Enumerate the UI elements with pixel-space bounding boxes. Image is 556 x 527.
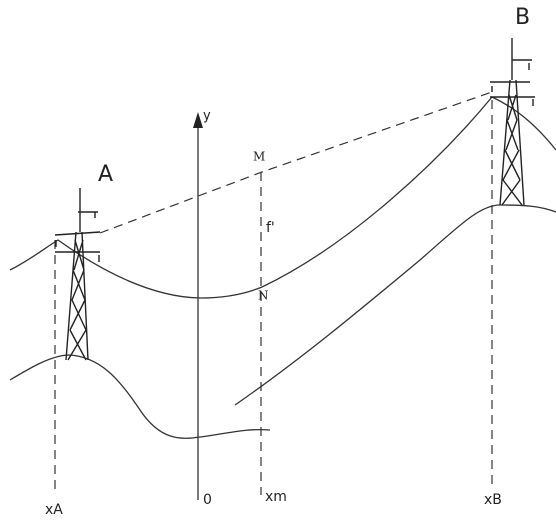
- terrain-right: [234, 204, 556, 406]
- label-xb: xB: [484, 492, 502, 508]
- label-m: M: [253, 150, 265, 164]
- chord: [99, 91, 493, 234]
- tower-b: [490, 38, 535, 206]
- label-y: y: [203, 109, 211, 124]
- label-origin: 0: [203, 492, 212, 508]
- y-arrow: [193, 112, 203, 128]
- label-xm: xm: [265, 489, 287, 505]
- label-a: A: [98, 162, 113, 187]
- tower-a: [54, 188, 101, 361]
- label-b: B: [515, 5, 530, 30]
- label-f: f': [266, 220, 275, 236]
- label-xa: xA: [45, 502, 63, 518]
- label-n: N: [258, 289, 269, 303]
- cable: [9, 96, 556, 299]
- terrain-left: [9, 354, 271, 439]
